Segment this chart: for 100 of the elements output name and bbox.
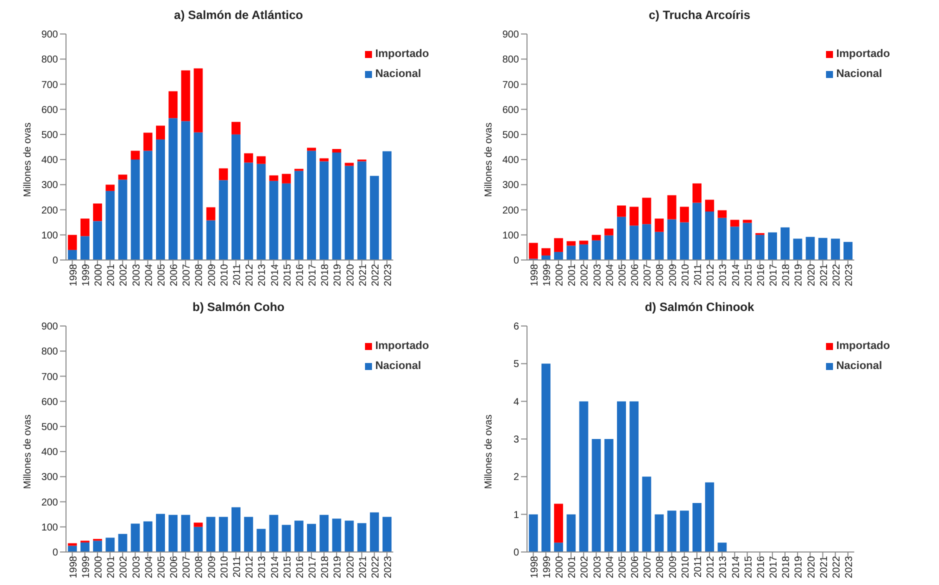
- y-tick-label: 4: [513, 396, 520, 408]
- bar: [667, 195, 676, 220]
- x-tick-label: 2018: [320, 556, 332, 578]
- x-tick-label: 2015: [743, 556, 754, 578]
- bar: [307, 524, 316, 552]
- bar: [642, 198, 652, 224]
- x-tick-label: 2006: [169, 264, 180, 286]
- chart-title: b) Salmón Coho: [192, 300, 286, 316]
- x-tick-label: 2014: [730, 556, 742, 578]
- bar: [181, 70, 190, 122]
- y-axis-title: Millones de ovas: [484, 414, 495, 489]
- bar: [181, 121, 190, 260]
- bar: [604, 439, 614, 552]
- y-tick-label: 600: [41, 104, 58, 116]
- y-tick-label: 700: [502, 80, 520, 91]
- x-tick-label: 1998: [529, 556, 540, 578]
- x-tick-label: 2005: [617, 556, 628, 578]
- y-tick-label: 5: [513, 359, 520, 370]
- x-tick-label: 2001: [567, 556, 578, 578]
- x-tick-label: 2020: [806, 556, 818, 578]
- bar: [332, 518, 342, 552]
- x-tick-label: 2008: [194, 264, 206, 286]
- x-tick-label: 2015: [743, 264, 754, 286]
- x-tick-label: 2010: [680, 556, 692, 578]
- bar: [194, 68, 203, 132]
- bar: [344, 166, 354, 260]
- bar: [592, 240, 601, 260]
- bar: [654, 232, 664, 260]
- y-tick-label: 800: [41, 54, 58, 66]
- x-tick-label: 2023: [383, 556, 394, 578]
- legend-label: Importado: [836, 48, 890, 60]
- x-tick-label: 2014: [730, 264, 742, 286]
- legend-label: Nacional: [375, 68, 422, 80]
- x-tick-label: 2009: [206, 264, 218, 286]
- x-tick-label: 2020: [806, 264, 818, 286]
- legend-label: Importado: [375, 340, 429, 352]
- y-tick-label: 200: [502, 205, 520, 216]
- bar: [730, 220, 740, 227]
- x-tick-label: 2009: [206, 556, 218, 578]
- x-tick-label: 2020: [345, 556, 356, 578]
- bar: [680, 222, 689, 260]
- x-tick-label: 1999: [542, 556, 553, 578]
- bar: [206, 207, 216, 220]
- bar: [118, 180, 128, 260]
- x-tick-label: 1998: [68, 556, 80, 578]
- bar: [566, 246, 576, 260]
- x-tick-label: 1999: [542, 264, 553, 286]
- x-tick-label: 2017: [308, 556, 319, 578]
- bar: [680, 206, 689, 222]
- x-tick-label: 2020: [345, 264, 356, 286]
- bar: [168, 118, 178, 260]
- bar: [705, 200, 714, 212]
- bar: [156, 514, 165, 552]
- y-tick-label: 100: [502, 230, 520, 242]
- x-tick-label: 2005: [617, 264, 628, 286]
- x-tick-label: 2021: [818, 556, 830, 578]
- bar: [667, 510, 676, 552]
- x-tick-label: 2002: [118, 556, 130, 578]
- y-tick-label: 200: [41, 205, 58, 216]
- x-tick-label: 2000: [554, 556, 566, 578]
- chart-title: d) Salmón Chinook: [644, 300, 756, 316]
- x-tick-label: 2009: [668, 556, 679, 578]
- x-tick-label: 2014: [270, 556, 281, 578]
- y-tick-label: 900: [41, 322, 58, 333]
- bar: [231, 507, 240, 552]
- bar: [106, 538, 115, 552]
- bar: [692, 183, 702, 203]
- bar: [143, 132, 152, 151]
- bar: [156, 139, 165, 260]
- bar: [80, 236, 90, 260]
- y-tick-label: 300: [41, 180, 58, 192]
- x-tick-label: 2023: [844, 264, 856, 286]
- x-tick-label: 2008: [194, 556, 206, 578]
- bar: [344, 520, 354, 552]
- bar: [357, 161, 366, 260]
- x-tick-label: 2003: [592, 264, 604, 286]
- bar: [528, 514, 538, 552]
- x-tick-label: 2010: [680, 264, 692, 286]
- x-tick-label: 2022: [831, 264, 842, 286]
- x-tick-label: 2007: [642, 556, 654, 578]
- bar: [256, 528, 266, 552]
- y-tick-label: 400: [41, 155, 58, 166]
- y-tick-label: 1: [513, 510, 520, 521]
- bar: [554, 504, 564, 543]
- x-tick-label: 1999: [80, 556, 92, 578]
- x-tick-label: 2017: [768, 556, 780, 578]
- chart-title: a) Salmón de Atlántico: [173, 8, 304, 24]
- chart-title: c) Trucha Arcoíris: [648, 8, 752, 24]
- bar: [667, 219, 676, 260]
- x-tick-label: 1998: [68, 264, 80, 286]
- bar: [692, 503, 702, 552]
- bar: [244, 516, 254, 552]
- bar: [830, 238, 840, 260]
- bar: [357, 523, 366, 552]
- bar: [604, 235, 614, 260]
- bar: [370, 176, 379, 260]
- x-tick-label: 2018: [320, 264, 332, 286]
- bar: [106, 190, 115, 260]
- bar: [80, 542, 90, 552]
- bar: [194, 132, 203, 260]
